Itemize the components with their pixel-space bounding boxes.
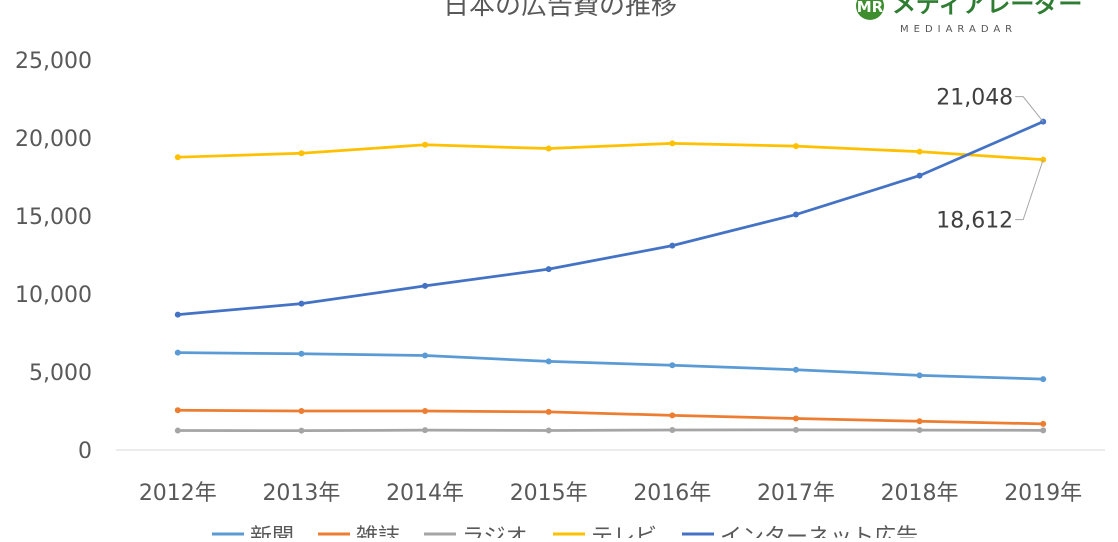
legend-item: テレビ [553, 525, 657, 542]
x-axis: 2012年 2013年 2014年 2015年 2016年 2017年 2018年 2019年 [139, 481, 1082, 506]
x-tick-label: 2017年 [757, 481, 835, 506]
data-label: 21,048 [936, 86, 1013, 111]
data-point [298, 350, 305, 357]
series-path [177, 428, 1044, 432]
data-point [298, 427, 305, 434]
logo-mark-icon [856, 0, 884, 20]
brand-logo: MR メディアレーダー MEDIARADAR [856, 0, 1082, 35]
data-point [545, 408, 552, 415]
legend-label: 新聞 [250, 525, 294, 538]
series-line [174, 349, 1047, 383]
series-line [174, 407, 1047, 427]
data-point [1040, 420, 1047, 427]
data-point [669, 426, 676, 433]
data-labels: 21,048 18,612 [936, 86, 1044, 234]
data-point [792, 366, 799, 373]
data-point [545, 145, 552, 152]
data-point [792, 415, 799, 422]
series-line [174, 118, 1047, 318]
series-path [177, 351, 1044, 381]
legend-item: インターネット広告 [682, 525, 918, 542]
logo-text: メディアレーダー [892, 0, 1082, 18]
x-tick-label: 2019年 [1004, 481, 1082, 506]
data-point [669, 242, 676, 249]
data-point [174, 349, 181, 356]
x-tick-label: 2012年 [139, 481, 217, 506]
chart-title: 日本の広告費の推移 [443, 0, 677, 21]
data-point [792, 426, 799, 433]
data-point [916, 172, 923, 179]
data-point [669, 412, 676, 419]
data-point [298, 300, 305, 307]
legend-label: インターネット広告 [720, 525, 918, 538]
legend: 新聞 雑誌 ラジオ テレビ インターネット広告 [212, 525, 918, 542]
data-point [422, 408, 429, 414]
y-axis: 0 5,000 10,000 15,000 20,000 25,000 [15, 49, 92, 464]
annotation-leader-line [1015, 159, 1044, 221]
y-tick-label: 20,000 [15, 127, 92, 152]
data-point [422, 427, 429, 434]
data-point [916, 427, 923, 434]
data-point [545, 427, 552, 434]
data-point [422, 352, 429, 359]
legend-label: ラジオ [462, 525, 528, 538]
x-tick-label: 2015年 [510, 481, 588, 506]
x-tick-label: 2013年 [262, 481, 340, 506]
legend-label: テレビ [591, 525, 657, 538]
x-tick-label: 2018年 [881, 481, 959, 506]
annotation-leader-line [1015, 96, 1044, 122]
data-point [298, 150, 305, 157]
data-point [422, 282, 429, 289]
logo-subtext: MEDIARADAR [900, 24, 1017, 35]
data-point [545, 266, 552, 273]
data-point [916, 148, 923, 155]
logo-mark: MR [857, 0, 884, 16]
y-tick-label: 0 [78, 439, 92, 464]
x-tick-label: 2014年 [386, 481, 464, 506]
y-tick-label: 10,000 [15, 283, 92, 308]
legend-label: 雑誌 [356, 525, 400, 538]
data-point [545, 358, 552, 365]
y-tick-label: 15,000 [15, 205, 92, 230]
data-point [174, 311, 181, 318]
legend-item: ラジオ [424, 525, 528, 542]
series-layer [174, 118, 1047, 434]
data-label: 18,612 [936, 209, 1013, 234]
data-point [174, 427, 181, 434]
series-line [174, 426, 1047, 434]
data-point [669, 140, 676, 147]
legend-item: 雑誌 [318, 525, 400, 542]
data-point [1040, 427, 1047, 434]
data-point [174, 154, 181, 161]
data-point [792, 143, 799, 150]
data-point [792, 211, 799, 218]
legend-item: 新聞 [212, 525, 294, 542]
data-point [422, 141, 429, 148]
series-path [177, 408, 1044, 426]
y-tick-label: 25,000 [15, 49, 92, 74]
y-tick-label: 5,000 [29, 361, 92, 386]
data-point [174, 407, 181, 414]
data-point [298, 408, 305, 415]
series-path [177, 120, 1044, 316]
data-point [1040, 376, 1047, 383]
data-point [669, 362, 676, 369]
data-point [916, 418, 923, 425]
series-line [174, 140, 1047, 163]
x-tick-label: 2016年 [633, 481, 711, 506]
series-path [177, 141, 1044, 162]
data-point [916, 372, 923, 379]
